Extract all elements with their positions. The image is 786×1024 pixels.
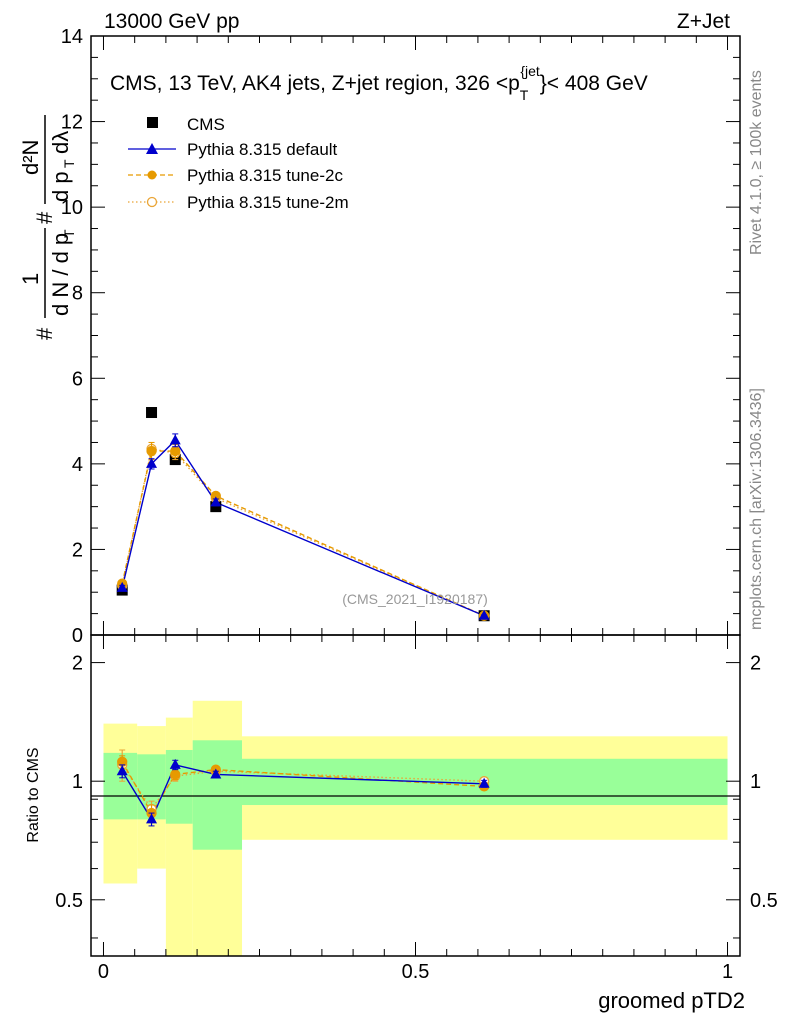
ratio-y-tick-label: 0.5 [55,890,83,912]
legend-marker-tune2m [146,196,158,208]
y-tick-label: 12 [61,112,83,134]
top-point-default [116,581,128,592]
legend-label-tune2c: Pythia 8.315 tune-2c [187,166,343,185]
header-right: Z+Jet [677,10,730,33]
inner-band [192,740,243,850]
ratio-y-tick-label: 1 [72,771,83,793]
svg-text:T: T [61,159,77,168]
watermark: (CMS_2021_I1920187) [342,591,488,607]
legend-marker-tune2c [147,170,157,180]
top-point-default [169,434,181,445]
top-point-default [478,609,490,620]
ratio-point-default [210,768,222,779]
svg-text:d N / d p: d N / d p [48,233,73,316]
svg-text:1: 1 [18,273,43,285]
legend-label-default: Pythia 8.315 default [187,140,338,159]
ratio-point-default [146,813,158,824]
ratio-y-tick-label: 2 [72,653,83,675]
y-tick-label: 6 [72,368,83,390]
top-chart-title: CMS, 13 TeV, AK4 jets, Z+jet region, 326… [110,63,648,103]
ratio-y-tick-label-right: 2 [750,653,761,675]
legend: CMS Pythia 8.315 default Pythia 8.315 tu… [128,115,349,212]
top-point-default [210,496,222,507]
mcplots-label: mcplots.cern.ch [arXiv:1306.3436] [748,388,765,630]
bottom-axes: 0.5 0.5 1 1 2 2 0 0.5 1 [55,635,778,983]
legend-label-tune2m: Pythia 8.315 tune-2m [187,193,349,212]
ratio-y-tick-label-right: 0.5 [750,890,778,912]
ratio-point-default [116,765,128,776]
top-line-tune-2c [121,450,485,617]
y-tick-label: 0 [72,625,83,647]
y-tick-label: 2 [72,539,83,561]
header-left: 13000 GeV pp [104,10,239,33]
top-cms-point [210,501,222,513]
svg-text:#: # [32,327,57,340]
ratio-series-points [116,749,490,827]
x-tick-label: 0 [98,961,109,983]
top-point-tune-2c [170,445,181,457]
top-point-tune-2c [146,445,157,457]
y-tick-label: 14 [61,26,83,48]
svg-text:d²N: d²N [18,140,43,175]
y-tick-label: 10 [61,197,83,219]
top-y-axis: 0 2 4 6 8 10 12 14 [61,26,740,647]
legend-label-cms: CMS [187,115,225,134]
x-tick-label: 1 [722,961,733,983]
svg-text:T: T [61,229,77,238]
top-y-axis-label: # 1 d N / d p T # d²N d p T dλ [18,115,77,340]
top-point-default [146,457,158,468]
y-tick-label: 4 [72,454,83,476]
top-series-points [116,407,490,622]
ratio-y-axis-label: Ratio to CMS [25,747,42,842]
legend-marker-cms [147,117,158,128]
ratio-y-tick-label-right: 1 [750,771,761,793]
ratio-uncertainty-bands [103,700,728,956]
x-tick-label: 0.5 [402,961,430,983]
svg-text:dλ: dλ [48,131,73,154]
top-line-default [121,439,485,617]
svg-text:d p: d p [48,171,73,202]
inner-band [165,749,193,824]
rivet-label: Rivet 4.1.0, ≥ 100k events [748,70,765,255]
x-axis-label: groomed pTD2 [598,988,745,1013]
y-tick-label: 8 [72,283,83,305]
ratio-point-tune-2c [170,769,181,780]
svg-text:#: # [32,211,57,224]
top-cms-point [146,407,158,419]
ratio-point-default [478,777,490,788]
legend-marker-default [146,143,158,154]
top-series-lines [121,439,485,617]
bottom-plot-frame [90,634,741,957]
ratio-point-default [169,758,181,769]
